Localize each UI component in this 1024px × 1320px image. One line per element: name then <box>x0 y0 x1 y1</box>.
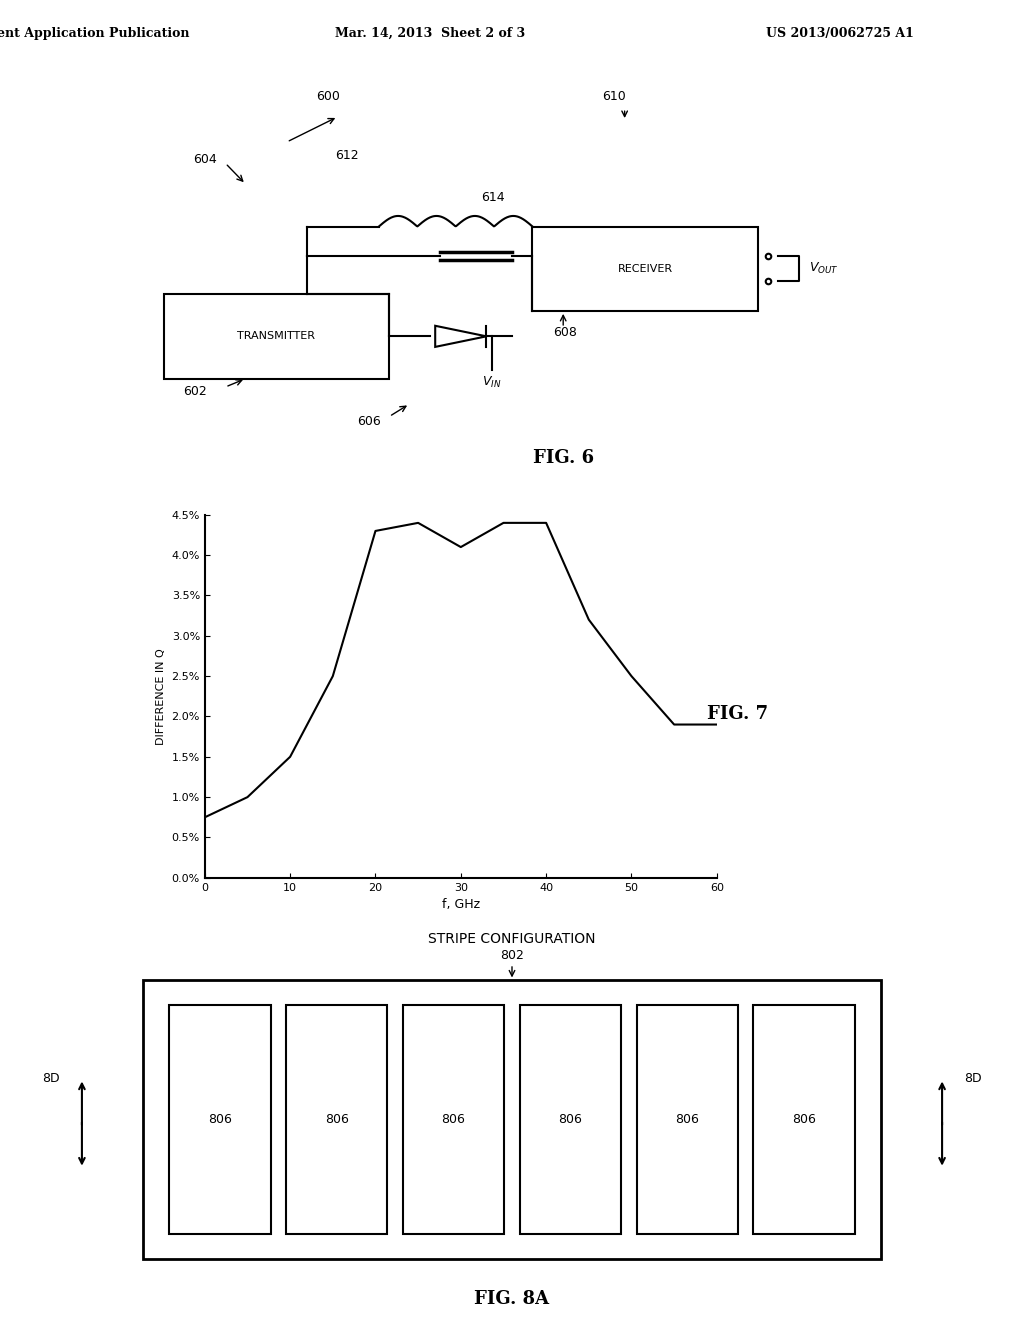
Text: 606: 606 <box>356 414 381 428</box>
Text: 806: 806 <box>793 1113 816 1126</box>
Text: 614: 614 <box>481 191 505 205</box>
Text: FIG. 6: FIG. 6 <box>532 449 594 467</box>
Text: FIG. 7: FIG. 7 <box>707 705 768 723</box>
Text: 8D: 8D <box>42 1072 60 1085</box>
FancyBboxPatch shape <box>286 1005 387 1234</box>
Text: RECEIVER: RECEIVER <box>617 264 673 273</box>
Text: FIG. 8A: FIG. 8A <box>474 1290 550 1308</box>
Text: 604: 604 <box>193 153 217 166</box>
Text: 610: 610 <box>602 90 627 103</box>
Text: $V_{IN}$: $V_{IN}$ <box>482 375 501 391</box>
FancyBboxPatch shape <box>637 1005 738 1234</box>
Text: TRANSMITTER: TRANSMITTER <box>238 331 315 342</box>
Text: 600: 600 <box>315 90 340 103</box>
FancyBboxPatch shape <box>143 981 881 1259</box>
X-axis label: f, GHz: f, GHz <box>441 898 480 911</box>
Text: 802: 802 <box>500 949 524 962</box>
Text: 612: 612 <box>335 149 358 162</box>
FancyBboxPatch shape <box>754 1005 855 1234</box>
Text: 806: 806 <box>441 1113 466 1126</box>
FancyBboxPatch shape <box>169 1005 270 1234</box>
Text: 8D: 8D <box>964 1072 982 1085</box>
Text: $V_{OUT}$: $V_{OUT}$ <box>809 261 839 276</box>
Text: 806: 806 <box>325 1113 348 1126</box>
Text: 608: 608 <box>553 326 577 339</box>
FancyBboxPatch shape <box>520 1005 622 1234</box>
Text: 602: 602 <box>182 385 207 399</box>
FancyBboxPatch shape <box>164 294 389 379</box>
Polygon shape <box>435 326 486 347</box>
Text: 806: 806 <box>208 1113 231 1126</box>
Text: US 2013/0062725 A1: US 2013/0062725 A1 <box>766 26 913 40</box>
Text: STRIPE CONFIGURATION: STRIPE CONFIGURATION <box>428 932 596 946</box>
Text: 806: 806 <box>558 1113 583 1126</box>
Text: Mar. 14, 2013  Sheet 2 of 3: Mar. 14, 2013 Sheet 2 of 3 <box>335 26 525 40</box>
Text: 806: 806 <box>676 1113 699 1126</box>
Text: Patent Application Publication: Patent Application Publication <box>0 26 189 40</box>
Y-axis label: DIFFERENCE IN Q: DIFFERENCE IN Q <box>156 648 166 744</box>
FancyBboxPatch shape <box>402 1005 504 1234</box>
FancyBboxPatch shape <box>532 227 758 312</box>
